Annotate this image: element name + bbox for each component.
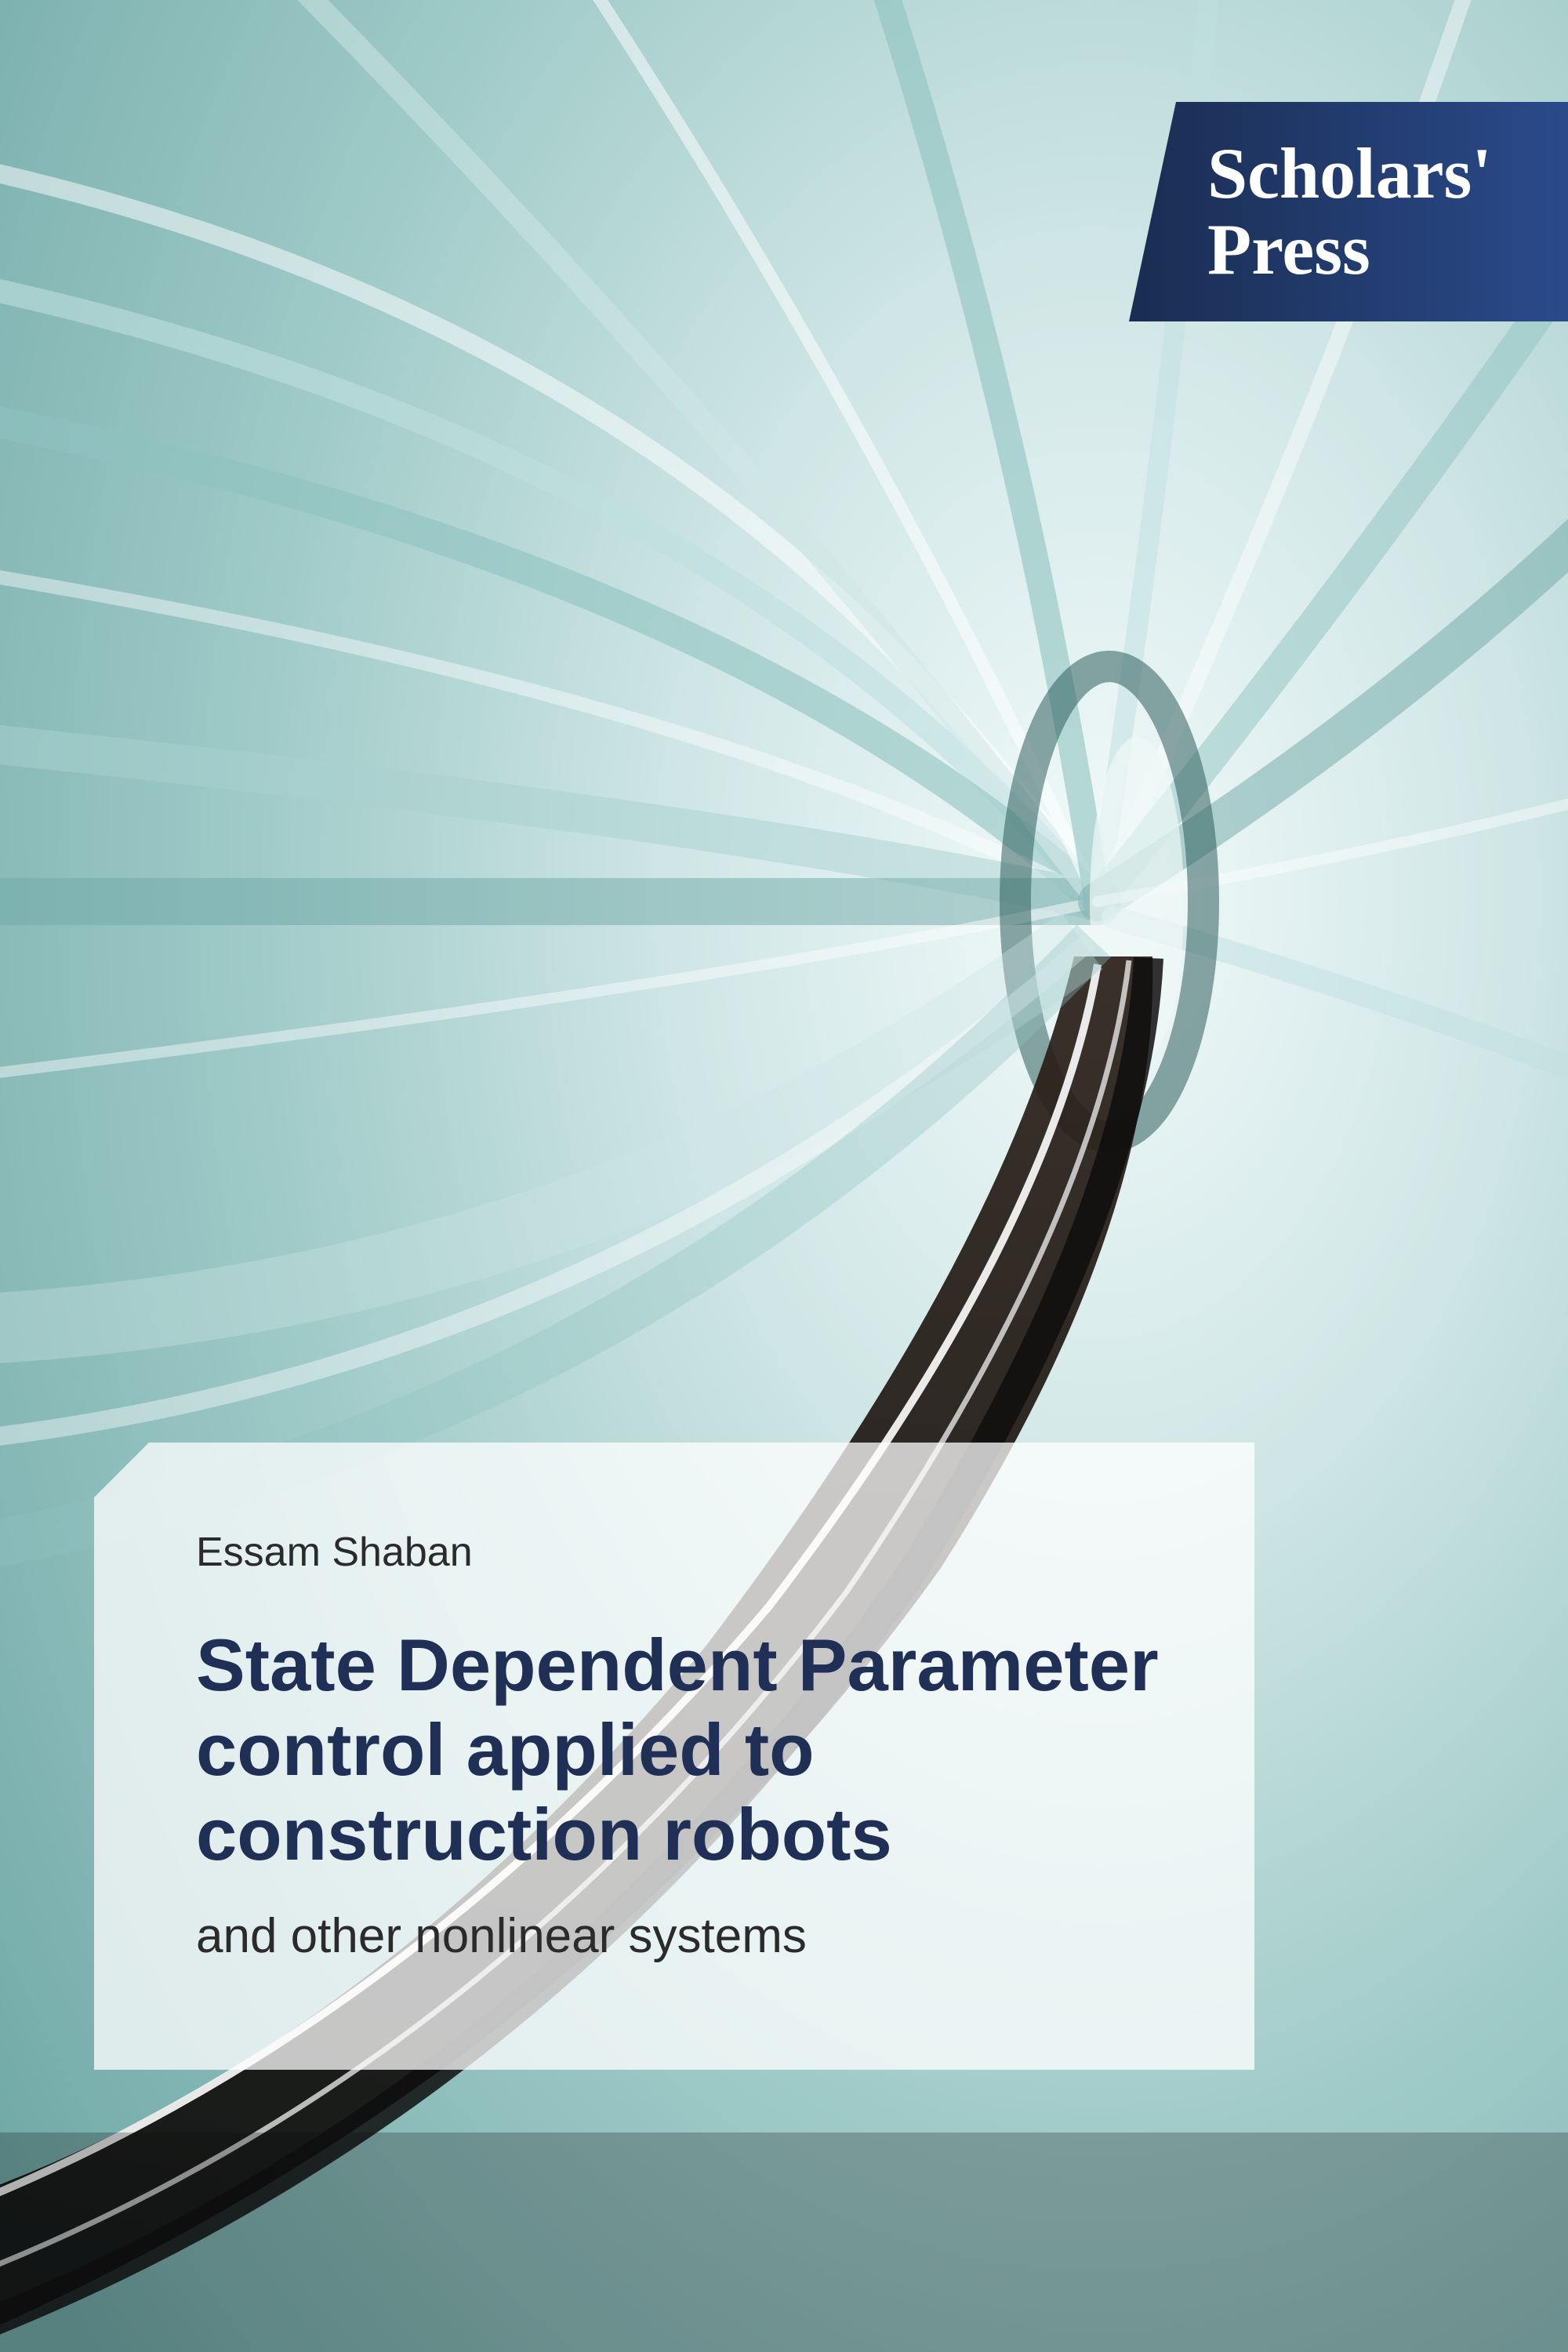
book-title: State Dependent Parameter control applie… (196, 1623, 1160, 1877)
book-subtitle: and other nonlinear systems (196, 1908, 1160, 1964)
publisher-name: Scholars' Press (1207, 136, 1492, 287)
author-name: Essam Shaban (196, 1529, 1160, 1576)
book-cover: Scholars' Press Essam Shaban State Depen… (0, 0, 1568, 2352)
publisher-badge: Scholars' Press (1129, 102, 1568, 321)
title-panel: Essam Shaban State Dependent Parameter c… (94, 1443, 1254, 2070)
